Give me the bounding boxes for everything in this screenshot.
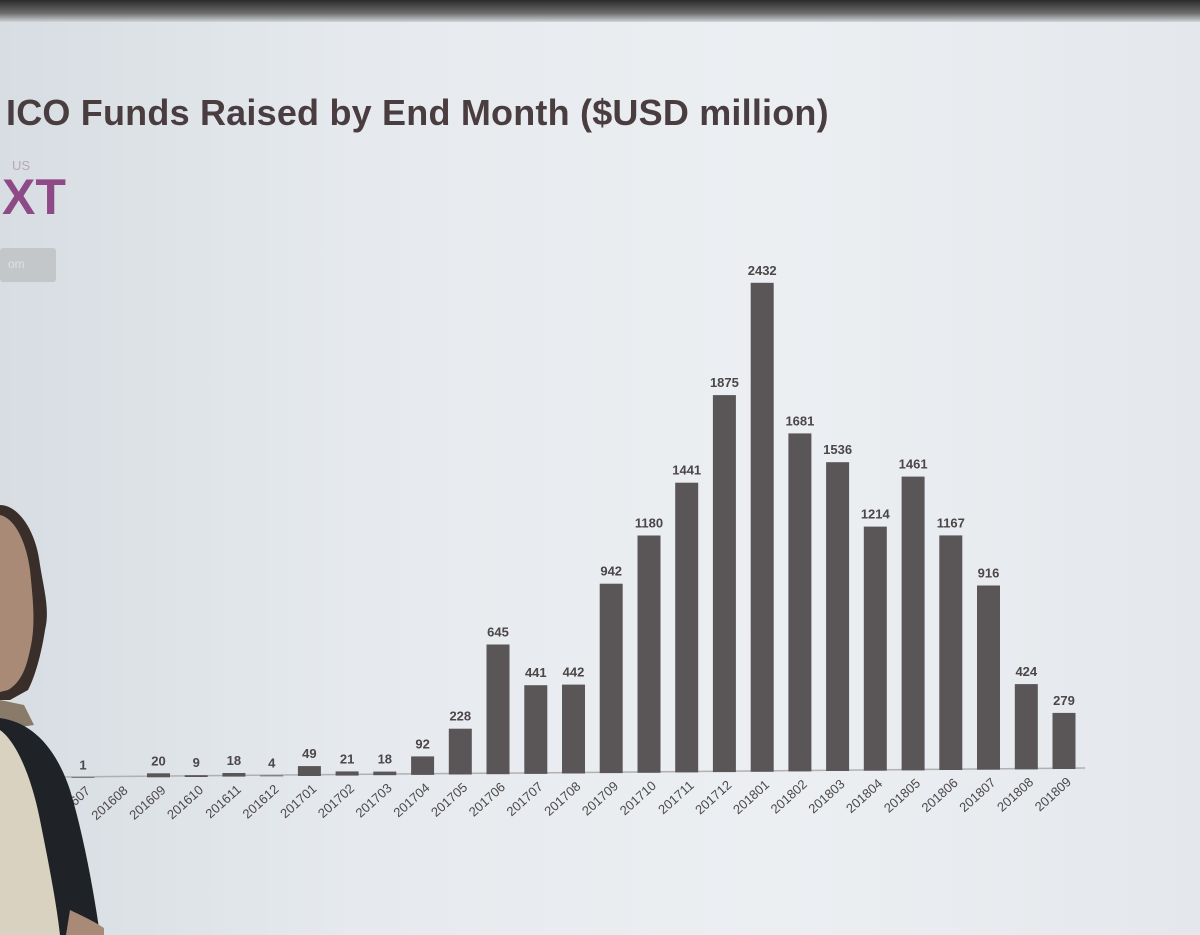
screen-top-edge (0, 0, 1200, 22)
value-label-201607: 1 (79, 757, 86, 772)
bar-201710 (637, 535, 661, 773)
bar-201807 (977, 585, 1000, 770)
value-labels-group: 1 20 9 18 4 49 21 18 92 228 645 441 442 942 1180 1441 18… (79, 263, 1074, 773)
tick-labels-group: 2016072016082016092016102016112016122017… (51, 774, 1074, 823)
tick-label-201702: 201702 (315, 781, 357, 821)
bar-201711 (675, 482, 699, 773)
bars-group (71, 282, 1076, 778)
bar-201712 (712, 395, 736, 773)
tick-label-201807: 201807 (956, 775, 998, 815)
bar-201609 (147, 773, 170, 778)
tick-label-201610: 201610 (164, 782, 206, 822)
tick-label-201805: 201805 (881, 775, 923, 815)
value-label-201611: 18 (227, 753, 241, 768)
tick-label-201801: 201801 (730, 777, 772, 817)
bar-201607 (71, 777, 95, 778)
bar-201707 (524, 685, 548, 774)
value-label-201807: 916 (978, 566, 1000, 581)
bar-201805 (901, 476, 925, 771)
value-label-201707: 441 (525, 665, 547, 680)
value-label-201711: 1441 (672, 463, 701, 478)
tick-label-201710: 201710 (617, 778, 659, 818)
bar-201702 (335, 771, 359, 776)
logo-pill-text: om (8, 257, 25, 271)
bar-201708 (562, 684, 585, 774)
tick-label-201609: 201609 (126, 782, 168, 822)
bar-201806 (939, 535, 963, 770)
tick-label-201804: 201804 (843, 776, 885, 816)
bar-201801 (750, 282, 774, 772)
value-label-201701: 49 (302, 746, 316, 761)
bar-201802 (788, 433, 812, 772)
value-label-201704: 92 (415, 736, 429, 751)
value-label-201803: 1536 (823, 442, 852, 457)
bar-201611 (222, 773, 246, 777)
tick-label-201704: 201704 (390, 780, 432, 820)
value-label-201706: 645 (487, 625, 509, 640)
value-label-201805: 1461 (899, 457, 928, 472)
tick-label-201802: 201802 (768, 776, 810, 816)
tick-label-201707: 201707 (504, 779, 546, 819)
tick-label-201708: 201708 (541, 779, 583, 819)
bar-201703 (373, 771, 397, 776)
tick-label-201712: 201712 (692, 777, 734, 817)
logo-small-text: US (12, 158, 31, 173)
bar-201706 (486, 644, 510, 775)
logo-big-text: XT (2, 169, 66, 225)
value-label-201802: 1681 (785, 413, 814, 428)
bar-201610 (184, 775, 208, 777)
value-label-201809: 279 (1053, 693, 1075, 708)
tick-label-201806: 201806 (919, 775, 961, 815)
slide-title: ICO Funds Raised by End Month ($USD mill… (6, 92, 829, 133)
value-label-201705: 228 (449, 709, 471, 724)
tick-label-201808: 201808 (994, 774, 1036, 814)
bar-201612 (260, 775, 284, 777)
presenter-silhouette (0, 505, 104, 935)
value-label-201801: 2432 (748, 263, 777, 278)
logo-pill: om (0, 248, 56, 282)
value-label-201702: 21 (340, 751, 354, 766)
value-label-201709: 942 (600, 564, 622, 579)
bar-201705 (448, 728, 472, 775)
value-label-201609: 20 (151, 753, 165, 768)
bar-201803 (826, 462, 850, 771)
bar-201704 (411, 756, 435, 775)
value-label-201710: 1180 (635, 516, 663, 531)
tick-label-201809: 201809 (1032, 774, 1074, 814)
value-label-201806: 1167 (937, 515, 965, 530)
bar-201804 (863, 526, 887, 771)
tick-label-201705: 201705 (428, 780, 470, 820)
value-label-201804: 1214 (861, 507, 891, 522)
tick-label-201706: 201706 (466, 779, 508, 819)
tick-label-201709: 201709 (579, 778, 621, 818)
value-label-201708: 442 (563, 665, 585, 680)
bar-201701 (297, 766, 321, 776)
tick-label-201711: 201711 (655, 778, 697, 818)
tick-label-201703: 201703 (353, 780, 395, 820)
value-label-201610: 9 (193, 755, 200, 770)
value-label-201612: 4 (268, 756, 276, 771)
value-label-201808: 424 (1015, 664, 1037, 679)
tick-label-201701: 201701 (277, 781, 319, 821)
bar-201809 (1052, 712, 1076, 769)
bar-201808 (1014, 684, 1038, 770)
bar-201709 (599, 583, 623, 774)
value-label-201703: 18 (378, 752, 392, 767)
tick-label-201803: 201803 (805, 776, 847, 816)
tick-label-201612: 201612 (239, 781, 281, 821)
value-label-201712: 1875 (710, 375, 739, 390)
tick-label-201611: 201611 (202, 782, 244, 822)
